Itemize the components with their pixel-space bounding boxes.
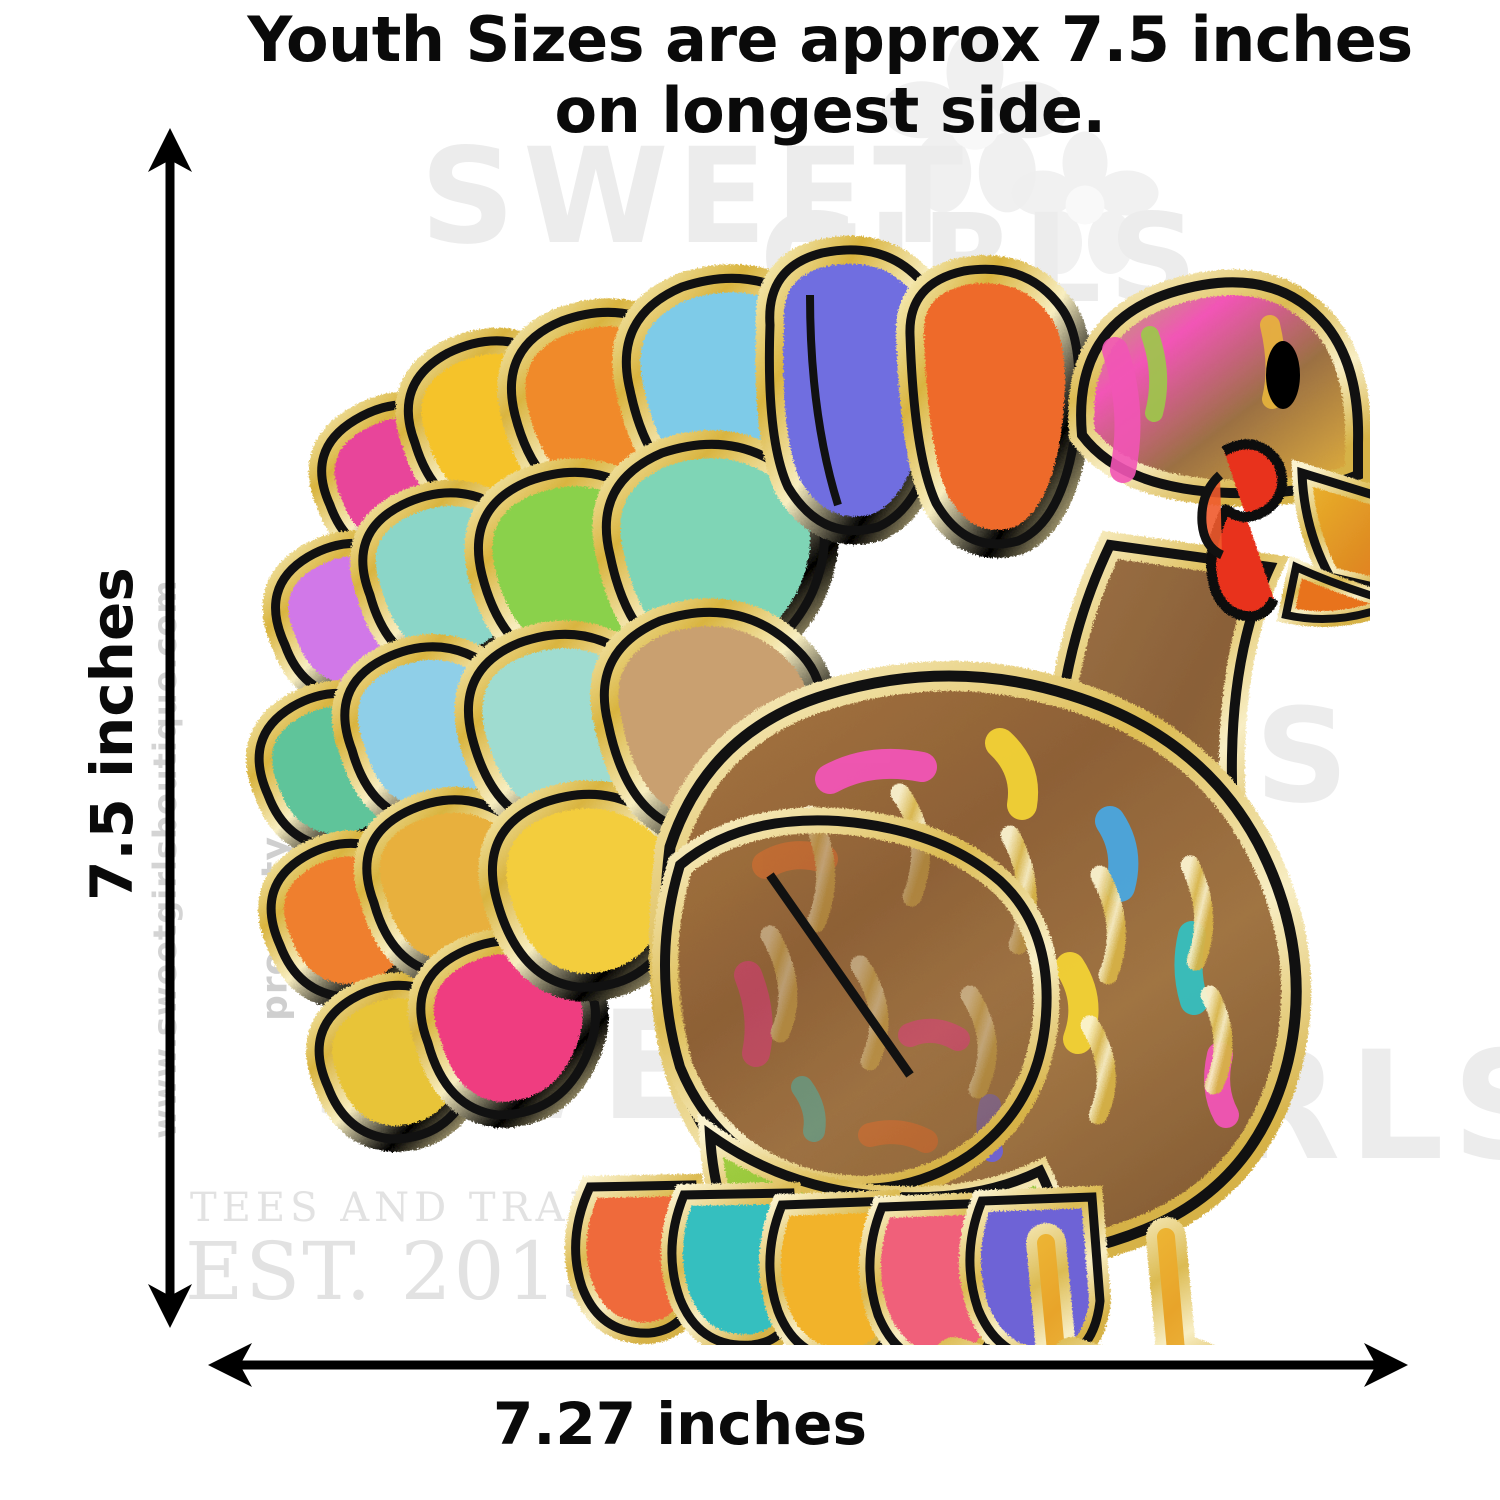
- turkey-legs: [938, 1217, 1215, 1345]
- height-dimension-label: 7.5 inches: [78, 567, 146, 901]
- horizontal-dimension-arrow: [208, 1343, 1408, 1387]
- heading-line-1: Youth Sizes are approx 7.5 inches: [247, 3, 1413, 76]
- eye-icon: [1266, 341, 1300, 409]
- heading-line-2: on longest side.: [554, 74, 1107, 148]
- width-dimension-label: 7.27 inches: [493, 1390, 867, 1458]
- page-title: Youth Sizes are approx 7.5 inches on lon…: [180, 4, 1480, 147]
- flower-icon: [1011, 131, 1159, 274]
- vertical-dimension-arrow: [148, 128, 192, 1328]
- turkey-artwork: [246, 235, 1370, 1345]
